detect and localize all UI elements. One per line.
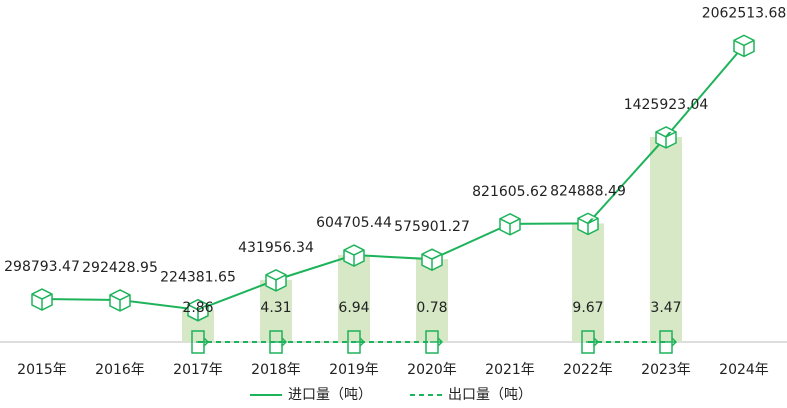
data-label: 1425923.04 <box>624 97 709 113</box>
point <box>187 298 209 322</box>
bar <box>572 223 604 342</box>
point <box>347 330 366 354</box>
data-label: 224381.65 <box>160 270 236 286</box>
data-label: 575901.27 <box>394 219 470 235</box>
data-label: 3.47 <box>650 300 681 316</box>
point <box>499 213 521 236</box>
data-label: 604705.44 <box>316 215 392 231</box>
point <box>191 330 210 354</box>
point-icon <box>31 288 53 311</box>
point <box>577 212 599 236</box>
point-icon <box>269 330 288 354</box>
data-label: 4.31 <box>260 300 291 316</box>
point-icon <box>659 330 678 354</box>
data-label: 0.78 <box>416 300 447 316</box>
point <box>343 244 365 267</box>
point-icon <box>499 213 521 236</box>
legend-label: 出口量（吨） <box>448 387 532 403</box>
point-icon <box>191 330 210 354</box>
x-tick-label: 2018年 <box>251 362 301 378</box>
point-icon <box>425 330 444 354</box>
x-tick-label: 2020年 <box>407 362 457 378</box>
x-tick-label: 2015年 <box>17 362 67 378</box>
point <box>655 126 677 149</box>
x-tick-label: 2017年 <box>173 362 223 378</box>
point <box>733 34 755 58</box>
point <box>269 330 288 354</box>
bar <box>416 259 448 342</box>
point-icon <box>265 269 287 292</box>
point-icon <box>733 34 755 58</box>
point <box>31 288 53 311</box>
x-tick-label: 2021年 <box>485 362 535 378</box>
x-tick-label: 2022年 <box>563 362 613 378</box>
point-icon <box>347 330 366 354</box>
point-icon <box>577 212 599 236</box>
point-icon <box>343 244 365 267</box>
data-label: 9.67 <box>572 300 603 316</box>
x-tick-label: 2023年 <box>641 362 691 378</box>
point-icon <box>187 298 209 322</box>
point-icon <box>655 126 677 149</box>
x-tick-label: 2019年 <box>329 362 379 378</box>
x-tick-label: 2024年 <box>719 362 769 378</box>
data-label: 821605.62 <box>472 184 548 200</box>
data-label: 6.94 <box>338 300 369 316</box>
data-label: 292428.95 <box>82 260 158 276</box>
legend-label: 进口量（吨） <box>288 387 372 403</box>
data-label: 824888.49 <box>550 183 626 199</box>
x-tick-label: 2016年 <box>95 362 145 378</box>
data-label: 2062513.68 <box>702 5 787 21</box>
point-icon <box>581 330 600 354</box>
point-icon <box>109 289 131 312</box>
data-label: 298793.47 <box>4 259 80 275</box>
point <box>265 269 287 292</box>
bar <box>338 255 370 342</box>
bar <box>650 136 682 342</box>
data-label: 2.86 <box>182 300 213 316</box>
point <box>425 330 444 354</box>
point <box>109 289 131 312</box>
point <box>659 330 678 354</box>
point <box>581 330 600 354</box>
point-icon <box>421 248 443 272</box>
line <box>41 44 745 311</box>
point <box>421 248 443 272</box>
data-label: 431956.34 <box>238 240 314 256</box>
